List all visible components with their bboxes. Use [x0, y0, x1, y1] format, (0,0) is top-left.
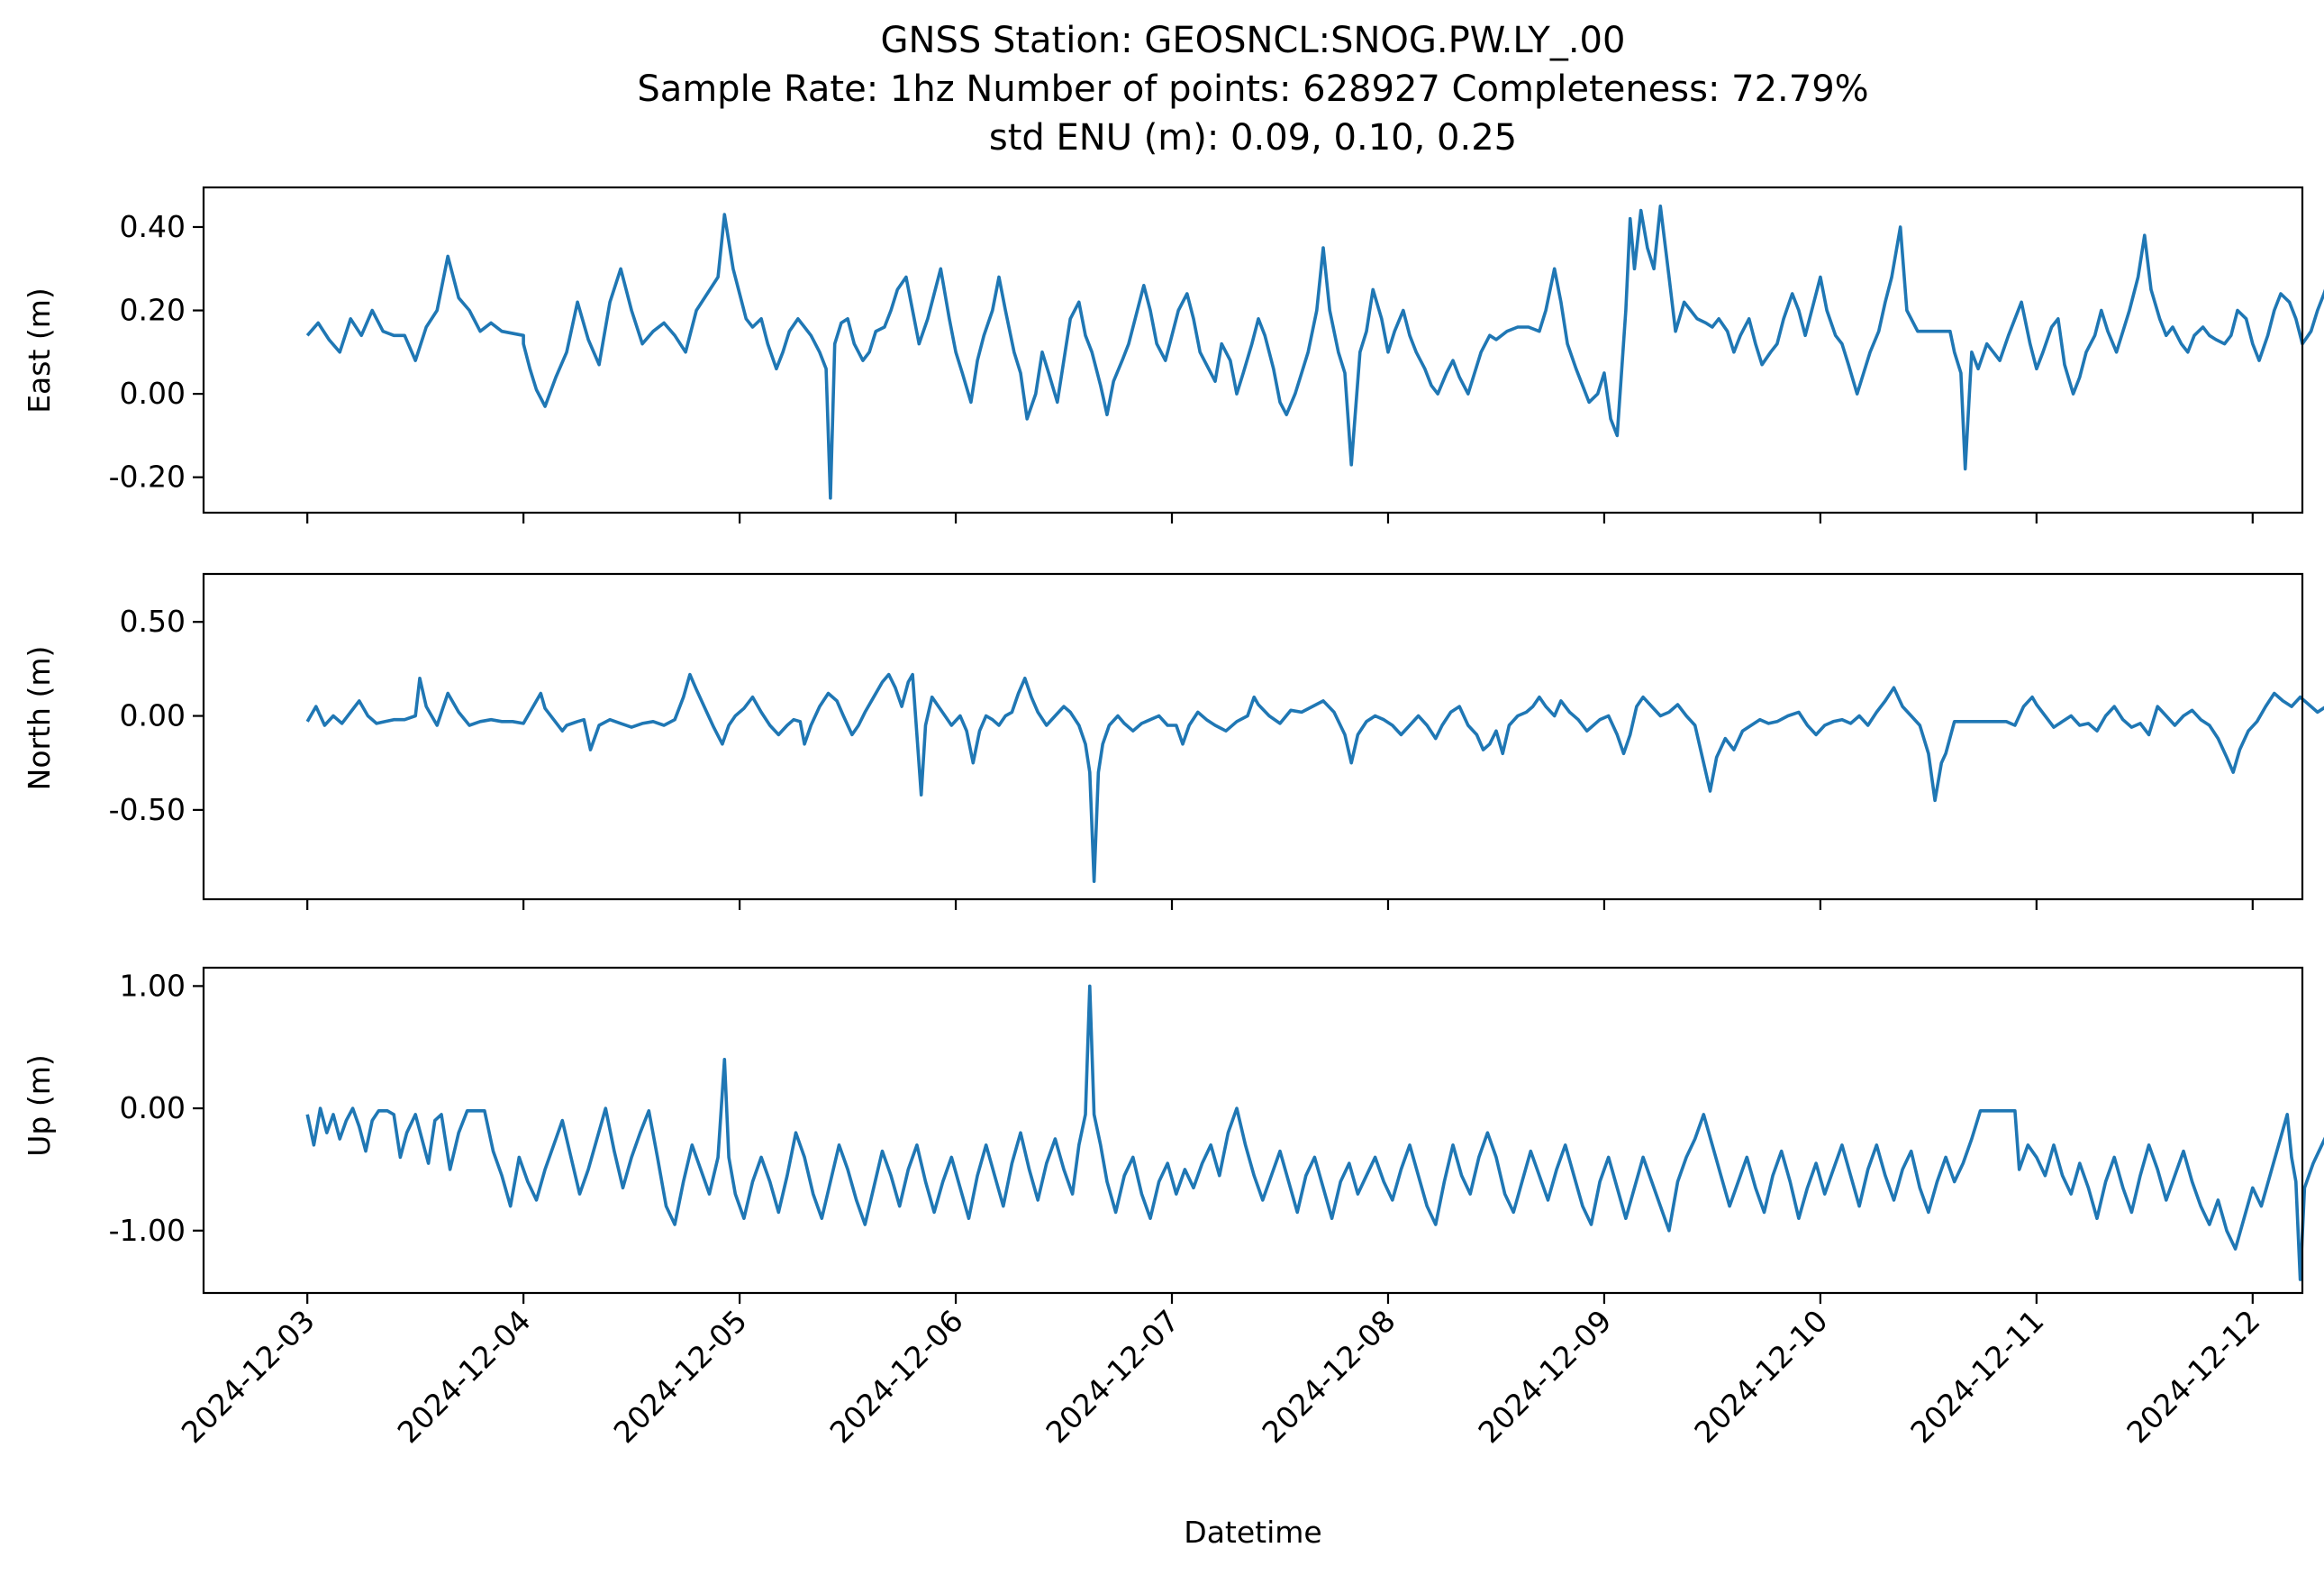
- north-plot-frame: [202, 572, 2304, 901]
- up-ytick-label: 0.00: [120, 1090, 186, 1125]
- up-series-line: [305, 984, 2324, 1281]
- north-panel: North (m) 0.50 0.00 -0.50: [22, 572, 2324, 901]
- up-plot-frame: [202, 966, 2304, 1295]
- east-ylabel: East (m): [22, 287, 57, 414]
- east-series-line: [305, 205, 2324, 500]
- up-ytick-label: -1.00: [109, 1213, 186, 1248]
- north-series-line: [305, 672, 2324, 883]
- east-ytick-label: 0.00: [120, 376, 186, 411]
- title-line-3: std ENU (m): 0.09, 0.10, 0.25: [989, 117, 1517, 159]
- north-ylabel: North (m): [22, 646, 57, 791]
- east-ytick-label: 0.20: [120, 293, 186, 328]
- title-line-1: GNSS Station: GEOSNCL:SNOG.PW.LY_.00: [881, 20, 1626, 61]
- up-ylabel: Up (m): [22, 1054, 57, 1157]
- up-yticks: 1.00 0.00 -1.00: [109, 968, 204, 1248]
- title-line-2: Sample Rate: 1hz Number of points: 62892…: [637, 68, 1868, 110]
- east-yticks: 0.40 0.20 0.00 -0.20: [109, 209, 204, 495]
- up-ytick-label: 1.00: [120, 968, 186, 1003]
- east-ytick-label: -0.20: [109, 460, 186, 495]
- north-yticks: 0.50 0.00 -0.50: [109, 604, 204, 827]
- north-ytick-label: 0.00: [120, 698, 186, 733]
- x-axis-label: Datetime: [1184, 1515, 1321, 1550]
- east-plot-frame: [202, 186, 2304, 514]
- east-ytick-label: 0.40: [120, 209, 186, 244]
- up-panel: Up (m) 1.00 0.00 -1.00: [22, 966, 2324, 1295]
- east-panel: East (m) 0.40 0.20 0.00 -0.20: [22, 186, 2324, 514]
- north-ytick-label: 0.50: [120, 604, 186, 639]
- north-ytick-label: -0.50: [109, 792, 186, 827]
- x-ticks: [306, 513, 2254, 1304]
